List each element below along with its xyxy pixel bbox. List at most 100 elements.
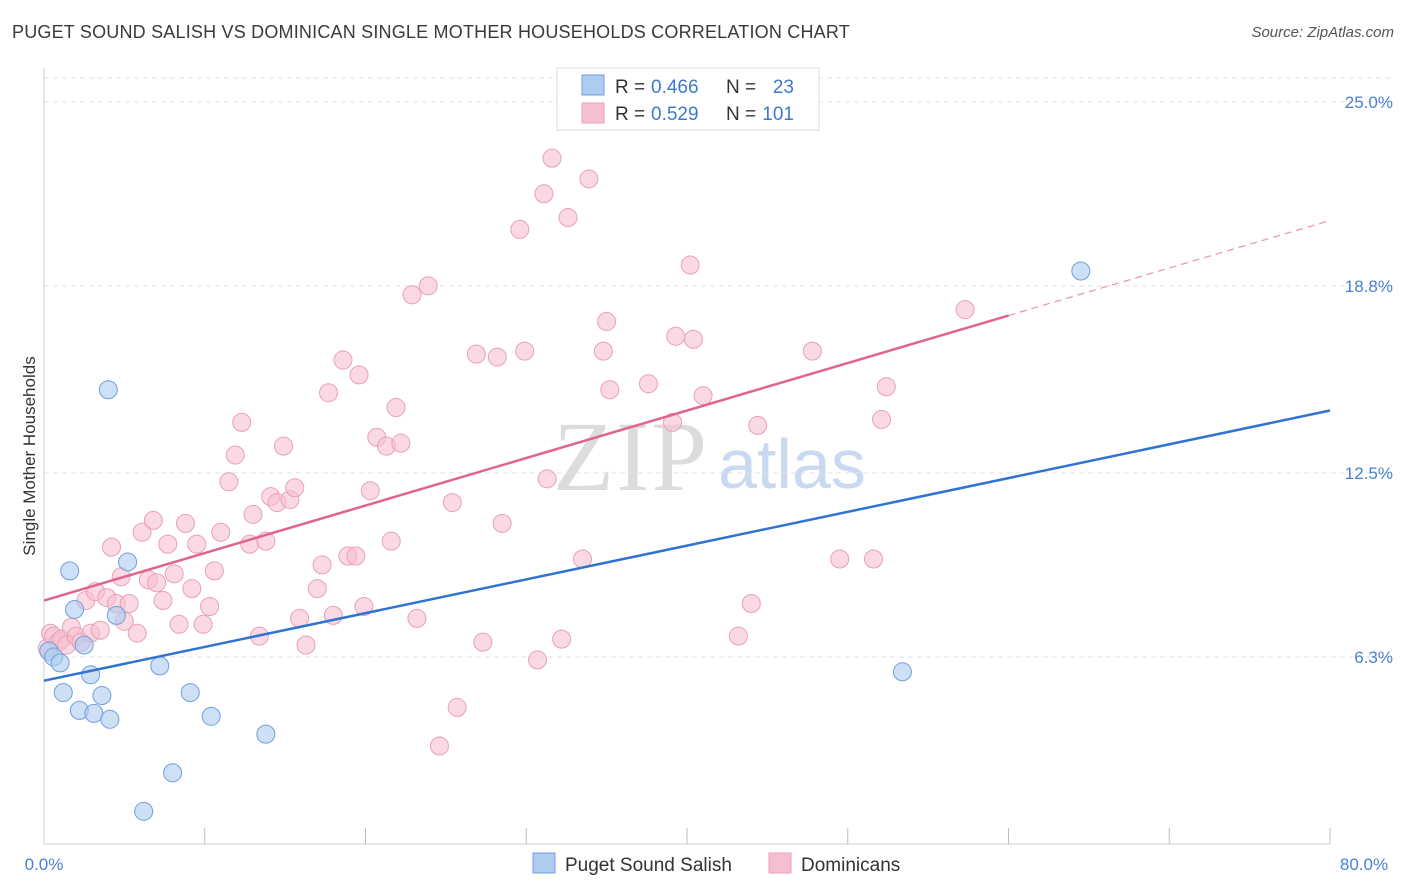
data-point-puget-sound-salish bbox=[256, 724, 276, 744]
data-point-dominicans bbox=[312, 555, 332, 575]
y-axis-title: Single Mother Households bbox=[20, 356, 39, 555]
data-point-dominicans bbox=[204, 561, 224, 581]
data-point-dominicans bbox=[402, 285, 422, 305]
trend-line-dominicans-extension bbox=[1008, 219, 1331, 317]
data-point-dominicans bbox=[147, 573, 167, 593]
correlation-legend: R = 0.466 N = 23 R = 0.529 N = 101 bbox=[556, 67, 820, 131]
data-point-dominicans bbox=[876, 377, 896, 397]
data-point-dominicans bbox=[492, 513, 512, 533]
data-point-dominicans bbox=[510, 219, 530, 239]
legend-r-value-blue: 0.466 bbox=[651, 77, 699, 98]
source-credit: Source: ZipAtlas.com bbox=[1251, 24, 1394, 41]
data-point-dominicans bbox=[955, 300, 975, 320]
data-point-dominicans bbox=[169, 614, 189, 634]
data-point-dominicans bbox=[663, 412, 683, 432]
data-point-dominicans bbox=[200, 596, 220, 616]
data-point-dominicans bbox=[683, 329, 703, 349]
data-point-puget-sound-salish bbox=[60, 561, 80, 581]
data-point-dominicans bbox=[515, 341, 535, 361]
data-point-dominicans bbox=[274, 436, 294, 456]
data-point-dominicans bbox=[346, 546, 366, 566]
data-point-dominicans bbox=[597, 311, 617, 331]
data-point-dominicans bbox=[680, 255, 700, 275]
data-point-dominicans bbox=[381, 531, 401, 551]
bottom-legend-swatch-blue bbox=[532, 852, 556, 874]
data-point-puget-sound-salish bbox=[50, 653, 70, 673]
data-point-dominicans bbox=[473, 632, 493, 652]
data-point-dominicans bbox=[102, 537, 122, 557]
data-point-dominicans bbox=[90, 620, 110, 640]
bottom-legend-label-blue: Puget Sound Salish bbox=[565, 855, 732, 876]
gridlines bbox=[44, 77, 1392, 658]
series-puget-sound-salish-points bbox=[39, 261, 1091, 821]
watermark-atlas: atlas bbox=[718, 425, 866, 503]
legend-r-label-pink: R = bbox=[615, 104, 645, 125]
data-point-dominicans bbox=[863, 549, 883, 569]
data-point-puget-sound-salish bbox=[150, 656, 170, 676]
legend-n-value-pink: 101 bbox=[762, 104, 794, 125]
data-point-puget-sound-salish bbox=[65, 599, 85, 619]
data-point-dominicans bbox=[447, 697, 467, 717]
trend-lines bbox=[43, 219, 1331, 682]
data-point-dominicans bbox=[558, 208, 578, 228]
data-point-puget-sound-salish bbox=[201, 706, 221, 726]
series-dominicans-points bbox=[37, 148, 975, 756]
data-point-dominicans bbox=[418, 276, 438, 296]
legend-r-label-blue: R = bbox=[615, 77, 645, 98]
data-point-dominicans bbox=[579, 169, 599, 189]
data-point-dominicans bbox=[211, 522, 231, 542]
data-point-dominicans bbox=[232, 412, 252, 432]
data-point-dominicans bbox=[158, 534, 178, 554]
series-legend: Puget Sound Salish Dominicans bbox=[532, 852, 900, 876]
y-tick-label: 12.5% bbox=[1345, 464, 1393, 483]
data-point-puget-sound-salish bbox=[98, 380, 118, 400]
data-point-dominicans bbox=[728, 626, 748, 646]
x-tick-label-min: 0.0% bbox=[25, 855, 64, 874]
data-point-dominicans bbox=[360, 481, 380, 501]
data-point-dominicans bbox=[666, 326, 686, 346]
data-point-dominicans bbox=[182, 579, 202, 599]
data-point-dominicans bbox=[638, 374, 658, 394]
y-tick-label: 25.0% bbox=[1345, 93, 1393, 112]
data-point-dominicans bbox=[132, 522, 152, 542]
x-axis-ticks bbox=[204, 828, 1331, 844]
data-point-dominicans bbox=[219, 472, 239, 492]
data-point-dominicans bbox=[386, 398, 406, 418]
data-point-dominicans bbox=[127, 623, 147, 643]
data-point-dominicans bbox=[593, 341, 613, 361]
data-point-puget-sound-salish bbox=[892, 662, 912, 682]
data-point-dominicans bbox=[391, 433, 411, 453]
data-point-puget-sound-salish bbox=[134, 801, 154, 821]
data-point-dominicans bbox=[349, 365, 369, 385]
data-point-dominicans bbox=[225, 445, 245, 465]
data-point-dominicans bbox=[741, 594, 761, 614]
watermark-zip: ZIP bbox=[553, 401, 709, 512]
data-point-dominicans bbox=[429, 736, 449, 756]
data-point-puget-sound-salish bbox=[1071, 261, 1091, 281]
bottom-legend-label-pink: Dominicans bbox=[801, 855, 900, 876]
data-point-dominicans bbox=[193, 614, 213, 634]
trend-line-puget-sound-salish bbox=[43, 409, 1331, 682]
data-point-dominicans bbox=[442, 493, 462, 513]
data-point-dominicans bbox=[466, 344, 486, 364]
data-point-puget-sound-salish bbox=[180, 683, 200, 703]
y-axis-tick-labels: 6.3% 12.5% 18.8% 25.0% bbox=[1345, 93, 1393, 667]
data-point-dominicans bbox=[407, 608, 427, 628]
data-point-puget-sound-salish bbox=[92, 686, 112, 706]
bottom-legend-swatch-pink bbox=[768, 852, 792, 874]
data-point-dominicans bbox=[307, 579, 327, 599]
x-tick-label-max: 80.0% bbox=[1340, 855, 1388, 874]
legend-r-value-pink: 0.529 bbox=[651, 104, 699, 125]
data-point-puget-sound-salish bbox=[106, 605, 126, 625]
data-point-dominicans bbox=[175, 513, 195, 533]
data-point-dominicans bbox=[285, 478, 305, 498]
chart-title: PUGET SOUND SALISH VS DOMINICAN SINGLE M… bbox=[12, 22, 850, 42]
y-tick-label: 18.8% bbox=[1345, 277, 1393, 296]
data-point-puget-sound-salish bbox=[163, 763, 183, 783]
legend-n-value-blue: 23 bbox=[773, 77, 794, 98]
data-point-dominicans bbox=[333, 350, 353, 370]
data-point-dominicans bbox=[552, 629, 572, 649]
data-point-puget-sound-salish bbox=[74, 635, 94, 655]
y-tick-label: 6.3% bbox=[1354, 648, 1393, 667]
